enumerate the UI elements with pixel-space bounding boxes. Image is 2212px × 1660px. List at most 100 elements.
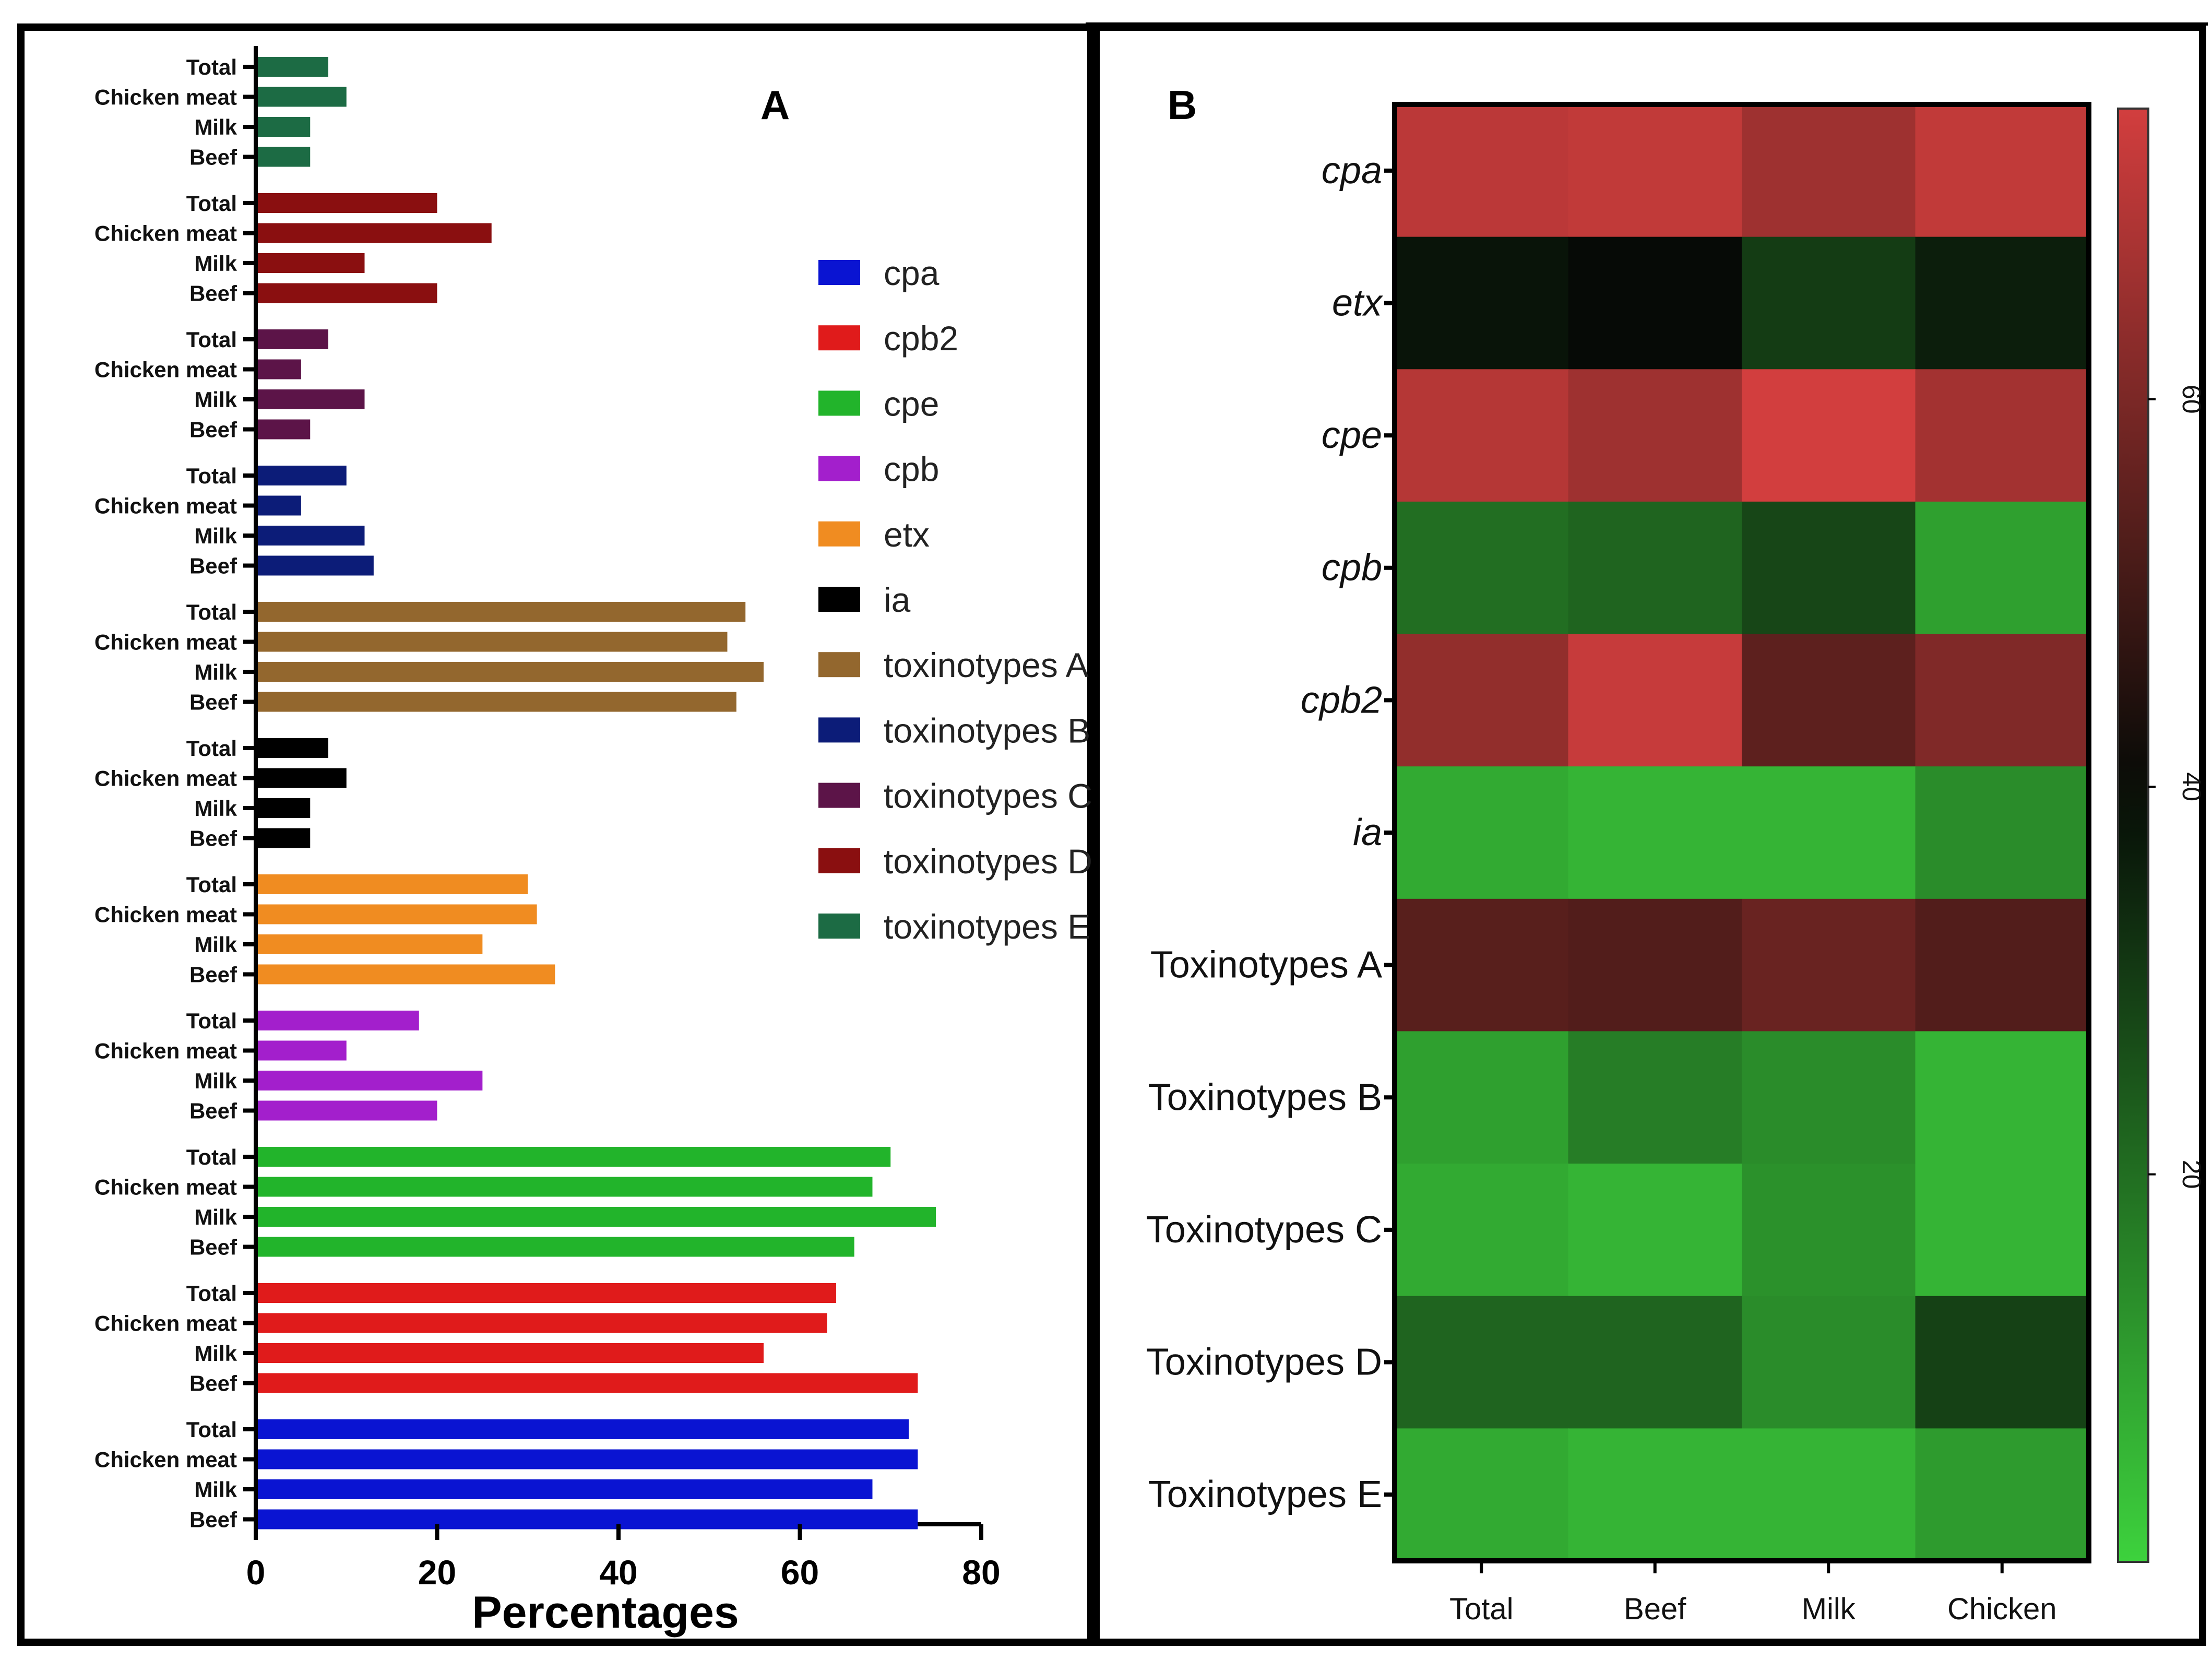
heat-cell-etx-milk (1742, 236, 1916, 370)
bar-toxinotypes-c-total (258, 329, 328, 349)
legend-swatch-toxinotypes-e (818, 914, 860, 939)
bar-ia-chicken-meat (258, 768, 347, 788)
x-axis-title: Percentages (472, 1587, 739, 1638)
y-tick-label: Chicken meat (94, 85, 237, 110)
colorbar-tick-label: 60 (2177, 385, 2206, 414)
bar-toxinotypes-d-chicken-meat (258, 223, 492, 243)
heat-cell-toxinotypes-a-milk (1742, 898, 1916, 1032)
y-tick-label: Total (186, 327, 237, 352)
colorbar (2117, 108, 2149, 1563)
legend-label-cpb: cpb (884, 450, 939, 489)
legend-swatch-cpb2 (818, 325, 860, 351)
heat-cell-toxinotypes-d-beef (1568, 1296, 1742, 1429)
heat-cell-etx-total (1395, 236, 1569, 370)
legend-swatch-etx (818, 521, 860, 547)
heat-cell-cpa-beef (1568, 104, 1742, 238)
legend-label-cpe: cpe (884, 384, 939, 423)
y-tick-label: Beef (189, 418, 237, 442)
bar-toxinotypes-c-beef (258, 419, 311, 440)
panel-a-frame (17, 23, 1095, 1646)
legend-swatch-cpb (818, 456, 860, 481)
y-tick-label: Milk (194, 796, 237, 821)
y-tick-label: Chicken meat (94, 1175, 237, 1200)
heat-cell-toxinotypes-c-beef (1568, 1164, 1742, 1297)
heat-cell-cpb-milk (1742, 501, 1916, 635)
heat-cell-cpe-milk (1742, 369, 1916, 502)
bar-cpb-total (258, 1011, 419, 1030)
y-tick-label: Milk (194, 660, 237, 684)
heat-cell-toxinotypes-e-beef (1568, 1428, 1742, 1561)
legend-label-cpb2: cpb2 (884, 319, 958, 358)
y-tick-label: Total (186, 1417, 237, 1442)
bar-toxinotypes-e-chicken-meat (258, 87, 347, 107)
heat-cell-ia-chicken (1915, 766, 2089, 899)
colorbar-tick-label: 40 (2177, 772, 2206, 801)
heat-row-label-cpa: cpa (1322, 150, 1382, 192)
legend-label-toxinotypes-d: toxinotypes D (884, 842, 1092, 881)
legend-label-toxinotypes-a: toxinotypes A (884, 646, 1089, 684)
y-tick-label: Chicken meat (94, 1311, 237, 1336)
bar-cpb2-chicken-meat (258, 1313, 827, 1333)
bar-toxinotypes-a-milk (258, 662, 764, 682)
heat-cell-toxinotypes-a-chicken (1915, 898, 2089, 1032)
heat-cell-toxinotypes-b-total (1395, 1031, 1569, 1165)
heat-cell-ia-total (1395, 766, 1569, 899)
legend-swatch-ia (818, 587, 860, 612)
bar-toxinotypes-e-milk (258, 117, 311, 137)
bar-cpa-total (258, 1419, 909, 1439)
heat-cell-toxinotypes-b-beef (1568, 1031, 1742, 1165)
heat-row-label-toxinotypes-b: Toxinotypes B (1148, 1076, 1382, 1118)
y-tick-label: Milk (194, 115, 237, 139)
y-tick-label: Beef (189, 963, 237, 987)
heatmap-panel-b: B cpa etx cpe cpb cpb2 ia Toxinotypes A Toxinot… (1146, 82, 2206, 1626)
heat-cell-cpa-milk (1742, 104, 1916, 238)
bar-etx-chicken-meat (258, 904, 537, 924)
bar-etx-milk (258, 934, 483, 954)
y-tick-label: Beef (189, 826, 237, 851)
heat-col-label-total: Total (1449, 1592, 1514, 1626)
legend-label-cpa: cpa (884, 254, 939, 292)
bar-toxinotypes-e-beef (258, 147, 311, 167)
legend-swatch-toxinotypes-c (818, 782, 860, 808)
bar-toxinotypes-b-chicken-meat (258, 495, 301, 516)
y-tick-label: Milk (194, 1477, 237, 1502)
panel-b-label: B (1168, 82, 1197, 128)
heat-cell-cpb-chicken (1915, 501, 2089, 635)
heat-cell-toxinotypes-b-chicken (1915, 1031, 2089, 1165)
heat-cell-ia-milk (1742, 766, 1916, 899)
heat-row-label-cpe: cpe (1322, 414, 1382, 456)
bar-toxinotypes-d-total (258, 193, 437, 213)
heat-row-label-cpb: cpb (1322, 547, 1382, 589)
bar-etx-total (258, 874, 528, 894)
bar-etx-beef (258, 964, 555, 985)
heat-cell-cpe-beef (1568, 369, 1742, 502)
heat-col-label-milk: Milk (1802, 1592, 1856, 1626)
heat-row-label-ia: ia (1353, 812, 1382, 853)
heat-col-label-beef: Beef (1624, 1592, 1686, 1626)
y-tick-label: Total (186, 55, 237, 79)
bar-toxinotypes-b-milk (258, 526, 365, 546)
y-tick-label: Beef (189, 145, 237, 170)
legend-swatch-toxinotypes-d (818, 848, 860, 873)
heat-cell-cpb2-beef (1568, 634, 1742, 767)
heat-cell-cpb2-milk (1742, 634, 1916, 767)
y-tick-label: Chicken meat (94, 358, 237, 382)
y-tick-label: Milk (194, 1069, 237, 1093)
y-tick-label: Total (186, 464, 237, 488)
bar-cpe-milk (258, 1207, 936, 1227)
bar-cpa-beef (258, 1509, 918, 1529)
legend-swatch-toxinotypes-b (818, 717, 860, 743)
x-tick-label: 0 (246, 1553, 266, 1592)
heat-cell-etx-beef (1568, 236, 1742, 370)
bar-toxinotypes-a-beef (258, 692, 736, 712)
y-tick-label: Total (186, 1145, 237, 1169)
bar-cpb-milk (258, 1071, 483, 1090)
y-tick-label: Beef (189, 1099, 237, 1123)
legend-swatch-toxinotypes-a (818, 652, 860, 678)
bar-cpb-chicken-meat (258, 1040, 347, 1061)
bar-ia-milk (258, 798, 311, 818)
heat-cell-cpa-chicken (1915, 104, 2089, 238)
bar-cpe-total (258, 1147, 891, 1167)
y-tick-label: Chicken meat (94, 221, 237, 246)
